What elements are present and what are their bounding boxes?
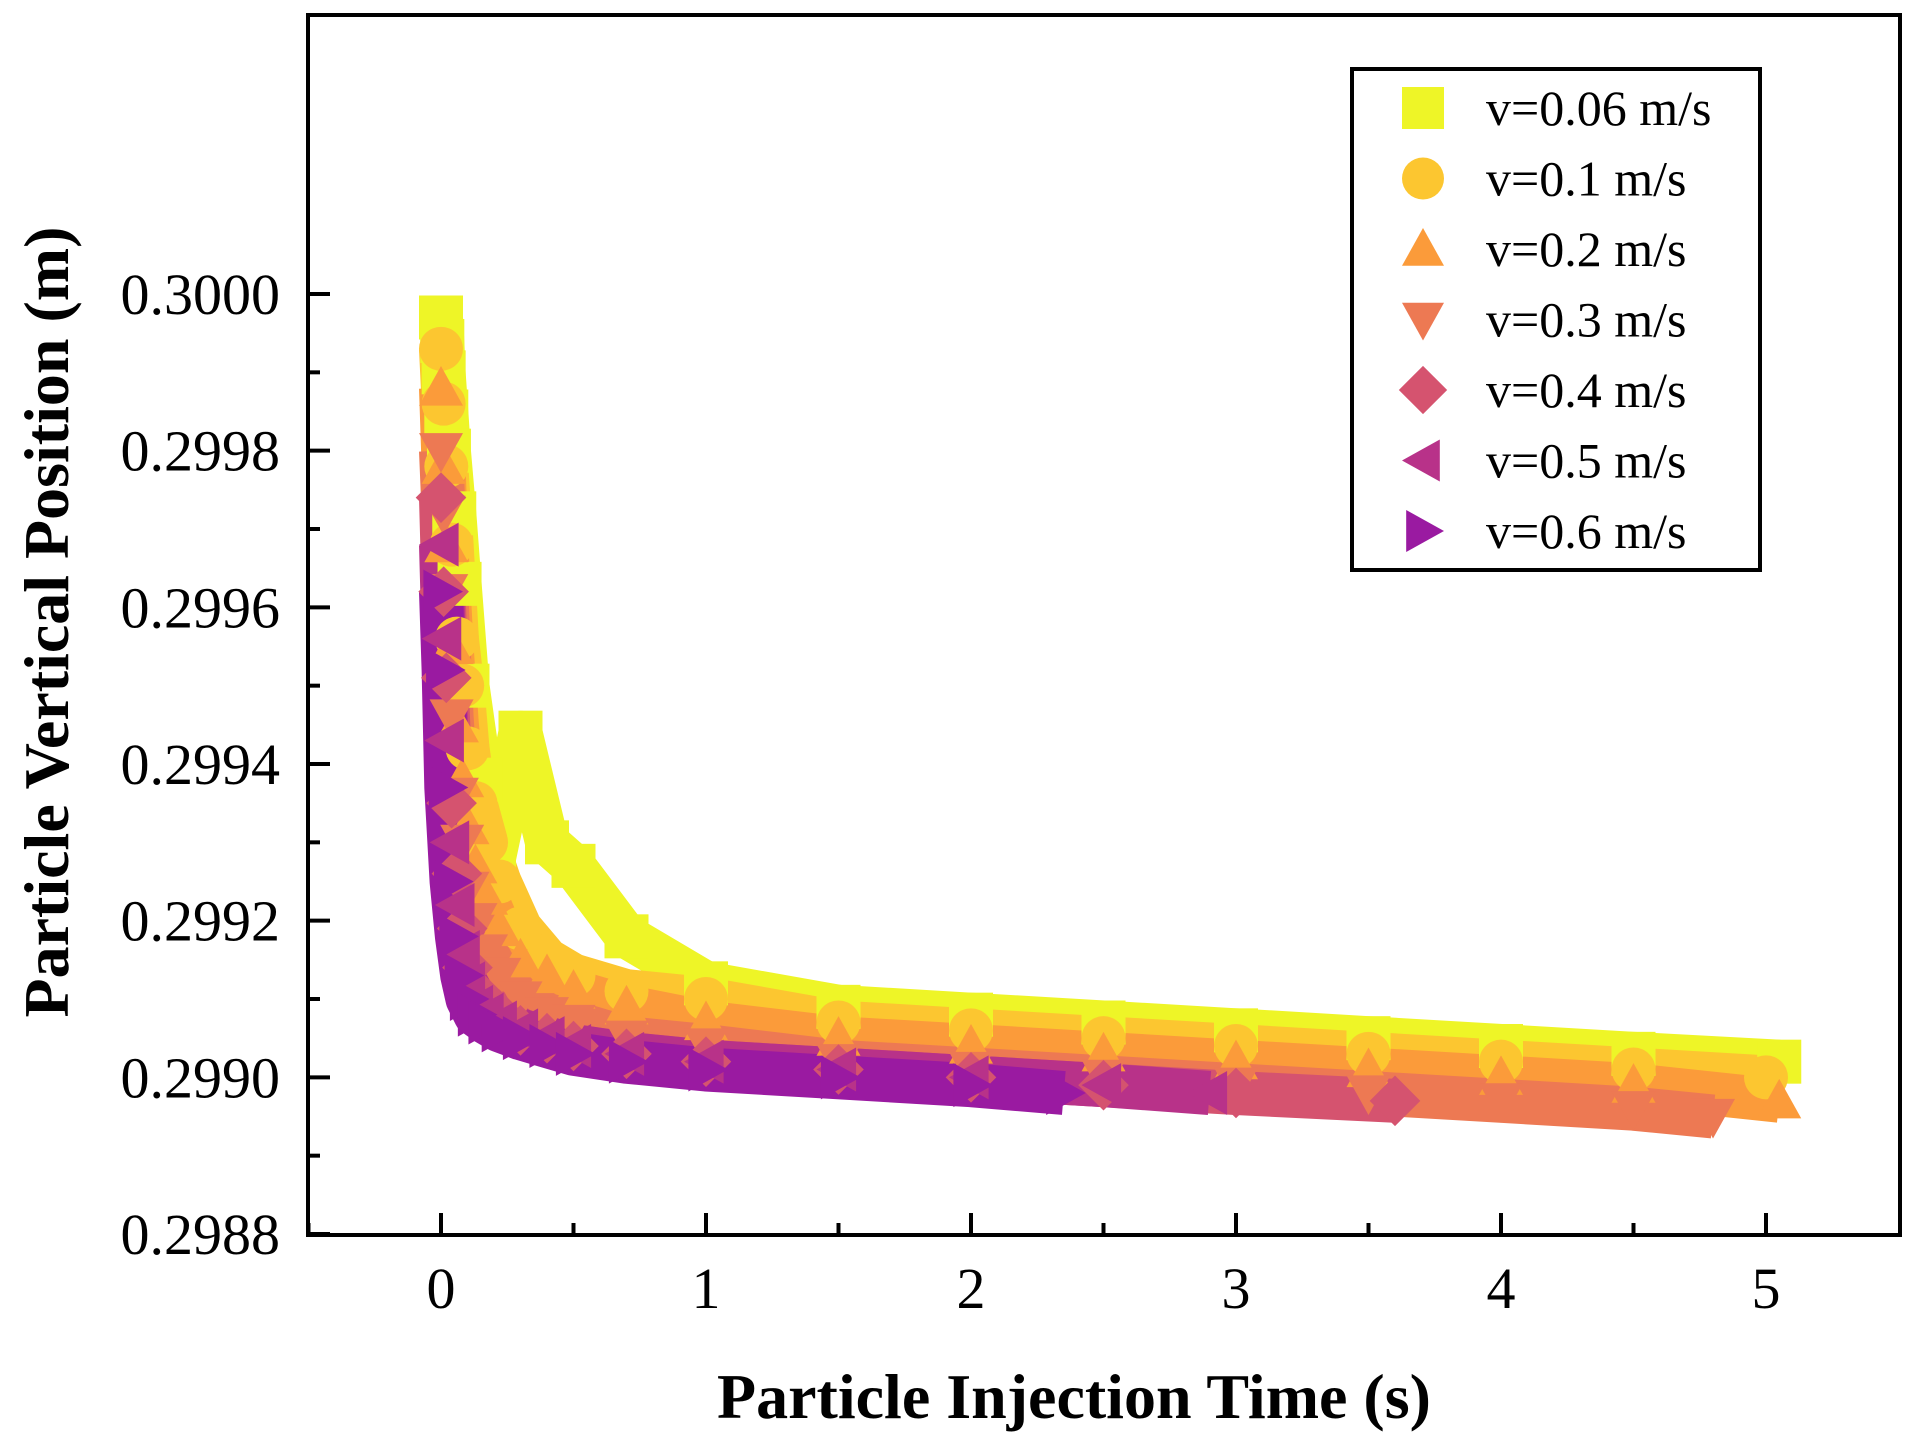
data-point-s4-23 (1691, 1098, 1735, 1139)
data-point-s4-1 (419, 433, 463, 473)
legend-label-6: v=0.5 m/s (1486, 433, 1686, 489)
series-points (415, 295, 1802, 1139)
y-tick-label: 0.3000 (121, 262, 281, 327)
data-point-s5-4 (426, 777, 477, 829)
data-point-s7-11 (502, 1016, 543, 1061)
x-tick-label: 3 (1222, 1256, 1251, 1321)
data-point-s4-11 (498, 981, 543, 1021)
data-point-s7-16 (820, 1055, 861, 1100)
data-point-s3-23 (1757, 1078, 1802, 1119)
data-point-s2-15 (684, 977, 728, 1021)
data-point-s1-13 (551, 843, 596, 888)
data-point-s4-22 (1611, 1091, 1656, 1131)
data-point-s3-1 (419, 366, 463, 406)
legend-marker-2 (1402, 157, 1444, 200)
data-point-s1-14 (604, 914, 649, 959)
data-point-s6-4 (429, 820, 470, 865)
legend-marker-5 (1398, 365, 1448, 415)
x-tick-label: 1 (692, 1256, 721, 1321)
y-tick-label: 0.2998 (121, 419, 281, 484)
legend-marker-4 (1402, 302, 1444, 341)
data-point-s7-14 (608, 1039, 649, 1084)
legend-marker-1 (1402, 87, 1444, 129)
legend: v=0.06 m/s v=0.1 m/s v=0.2 m/s v=0.3 m/s v=0… (1350, 67, 1762, 572)
data-point-s3-14 (604, 984, 649, 1025)
data-point-s4-4 (429, 699, 474, 739)
data-point-s7-13 (555, 1031, 596, 1076)
legend-marker-7 (1406, 510, 1444, 552)
data-point-s2-1 (419, 326, 463, 371)
x-axis-title: Particle Injection Time (s) (717, 1361, 1431, 1432)
legend-label-3: v=0.2 m/s (1486, 221, 1686, 277)
data-point-s6-1 (419, 522, 459, 567)
y-tick-label: 0.2992 (121, 889, 281, 954)
legend-marker-3 (1402, 228, 1444, 266)
data-point-s6-2 (421, 616, 462, 661)
data-point-s7-1 (423, 569, 463, 614)
data-point-s4-20 (1346, 1075, 1391, 1115)
data-point-s5-1 (415, 472, 467, 523)
data-point-s7-17 (953, 1063, 993, 1108)
data-point-s7-3 (428, 765, 469, 810)
y-axis-title: Particle Vertical Position (m) (11, 227, 82, 1018)
legend-label-4: v=0.3 m/s (1486, 292, 1686, 348)
data-point-s7-10 (481, 1008, 522, 1053)
data-point-s5-20 (1369, 1075, 1421, 1127)
data-point-s4-21 (1479, 1083, 1523, 1123)
data-point-s7-12 (529, 1024, 569, 1068)
x-tick-label: 0 (427, 1256, 456, 1321)
data-point-s6-18 (1081, 1063, 1122, 1108)
legend-marker-6 (1402, 439, 1440, 482)
y-tick-label: 0.2988 (121, 1202, 281, 1267)
data-point-s7-18 (1046, 1071, 1086, 1115)
x-tick-label: 2 (957, 1256, 986, 1321)
data-point-s7-5 (439, 914, 479, 959)
y-tick-label: 0.2990 (121, 1045, 281, 1110)
data-point-s7-2 (426, 648, 466, 692)
y-tick-label: 0.2994 (121, 732, 281, 797)
legend-label-7: v=0.6 m/s (1486, 503, 1686, 559)
x-tick-label: 4 (1487, 1256, 1516, 1321)
data-point-s7-15 (688, 1047, 728, 1092)
data-point-s6-3 (424, 718, 464, 763)
data-point-s7-4 (434, 859, 474, 904)
data-point-s1-11 (498, 710, 543, 755)
data-point-s6-19 (1187, 1071, 1228, 1115)
x-axis: 0 1 2 3 4 5 (306, 1213, 1781, 1321)
data-point-s6-5 (434, 883, 475, 927)
legend-label-5: v=0.4 m/s (1486, 362, 1686, 418)
y-tick-label: 0.2996 (121, 575, 281, 640)
legend-label-1: v=0.06 m/s (1486, 80, 1711, 136)
y-axis: 0.2988 0.2990 0.2992 0.2994 0.2996 0.2998 0.30… (121, 262, 330, 1267)
legend-label-2: v=0.1 m/s (1486, 151, 1686, 207)
x-tick-label: 5 (1752, 1256, 1781, 1321)
